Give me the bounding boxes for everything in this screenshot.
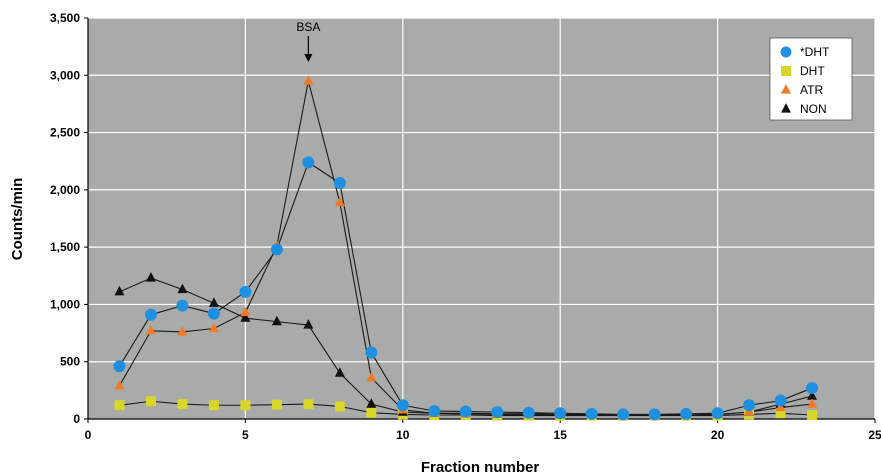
data-point	[366, 398, 377, 408]
data-point	[240, 400, 251, 411]
data-point	[807, 409, 818, 420]
data-point	[680, 407, 693, 420]
data-point	[743, 399, 756, 412]
data-point	[303, 399, 314, 410]
data-point	[585, 407, 598, 420]
data-point	[114, 379, 125, 390]
x-tick-label: 10	[396, 428, 410, 442]
legend-marker	[781, 103, 791, 113]
data-point	[617, 408, 630, 421]
data-point	[428, 404, 441, 417]
y-tick-label: 2,500	[50, 126, 80, 140]
legend-label: *DHT	[800, 45, 830, 59]
y-tick-label: 0	[73, 412, 80, 426]
data-point	[145, 272, 156, 282]
x-tick-label: 5	[242, 428, 249, 442]
data-point	[240, 312, 251, 322]
legend-marker	[781, 66, 791, 76]
data-point	[366, 371, 377, 382]
legend-marker	[781, 84, 791, 94]
data-point	[334, 367, 345, 377]
x-tick-label: 0	[85, 428, 92, 442]
bsa-annotation-label: BSA	[296, 20, 320, 34]
data-point	[806, 382, 819, 395]
plot-area	[88, 18, 875, 419]
data-point	[366, 407, 377, 418]
data-point	[271, 315, 282, 326]
data-point	[240, 306, 251, 317]
bsa-arrow-icon	[304, 54, 313, 62]
data-point	[113, 360, 126, 373]
data-point	[208, 322, 219, 333]
data-point	[334, 401, 345, 412]
data-point	[302, 156, 315, 169]
data-point	[711, 407, 724, 420]
data-point	[333, 176, 346, 189]
y-tick-label: 1,500	[50, 240, 80, 254]
data-point	[303, 75, 314, 85]
data-point	[239, 285, 252, 298]
data-point	[459, 405, 472, 418]
series-layer	[113, 75, 819, 421]
x-tick-label: 25	[868, 428, 881, 442]
data-point	[554, 407, 567, 420]
x-axis-label: Fraction number	[421, 459, 540, 476]
gridlines	[88, 17, 876, 419]
annotation-layer: BSA	[296, 20, 320, 62]
data-point	[271, 399, 282, 410]
data-point	[208, 297, 219, 307]
y-tick-label: 500	[60, 355, 80, 369]
data-point	[648, 408, 661, 421]
data-point	[207, 307, 220, 320]
legend: *DHT DHT ATR NON	[769, 37, 853, 121]
y-tick-label: 2,000	[50, 183, 80, 197]
x-tick-label: 20	[711, 428, 725, 442]
y-tick-label: 3,000	[50, 68, 80, 82]
y-tick-label: 3,500	[50, 11, 80, 25]
data-point	[270, 243, 283, 256]
data-point	[114, 285, 125, 296]
data-point	[144, 308, 157, 321]
data-point	[774, 394, 787, 407]
data-point	[177, 283, 188, 294]
data-point	[114, 400, 125, 411]
data-point	[177, 326, 188, 336]
data-point	[145, 396, 156, 407]
data-point	[491, 406, 504, 419]
data-point	[145, 324, 156, 335]
data-point	[365, 346, 378, 359]
legend-label: ATR	[800, 83, 823, 97]
x-tick-label: 15	[554, 428, 568, 442]
legend-marker	[780, 46, 792, 58]
y-axis-label: Counts/min	[9, 178, 26, 261]
data-point	[807, 398, 818, 408]
data-point	[522, 406, 535, 419]
legend-label: NON	[800, 102, 827, 116]
data-point	[176, 299, 189, 312]
data-point	[303, 319, 314, 329]
series-markers-dht	[113, 156, 819, 421]
y-tick-label: 1,000	[50, 297, 80, 311]
data-point	[334, 196, 345, 207]
axes: 0 5 10 15 20 25 0 500 1,000 1,500 2,000 2,500 3,000 3…	[50, 11, 881, 442]
data-point	[807, 390, 818, 400]
data-point	[208, 400, 219, 411]
data-point	[396, 399, 409, 412]
legend-label: DHT	[800, 64, 825, 78]
data-point	[775, 408, 786, 419]
data-point	[177, 399, 188, 410]
